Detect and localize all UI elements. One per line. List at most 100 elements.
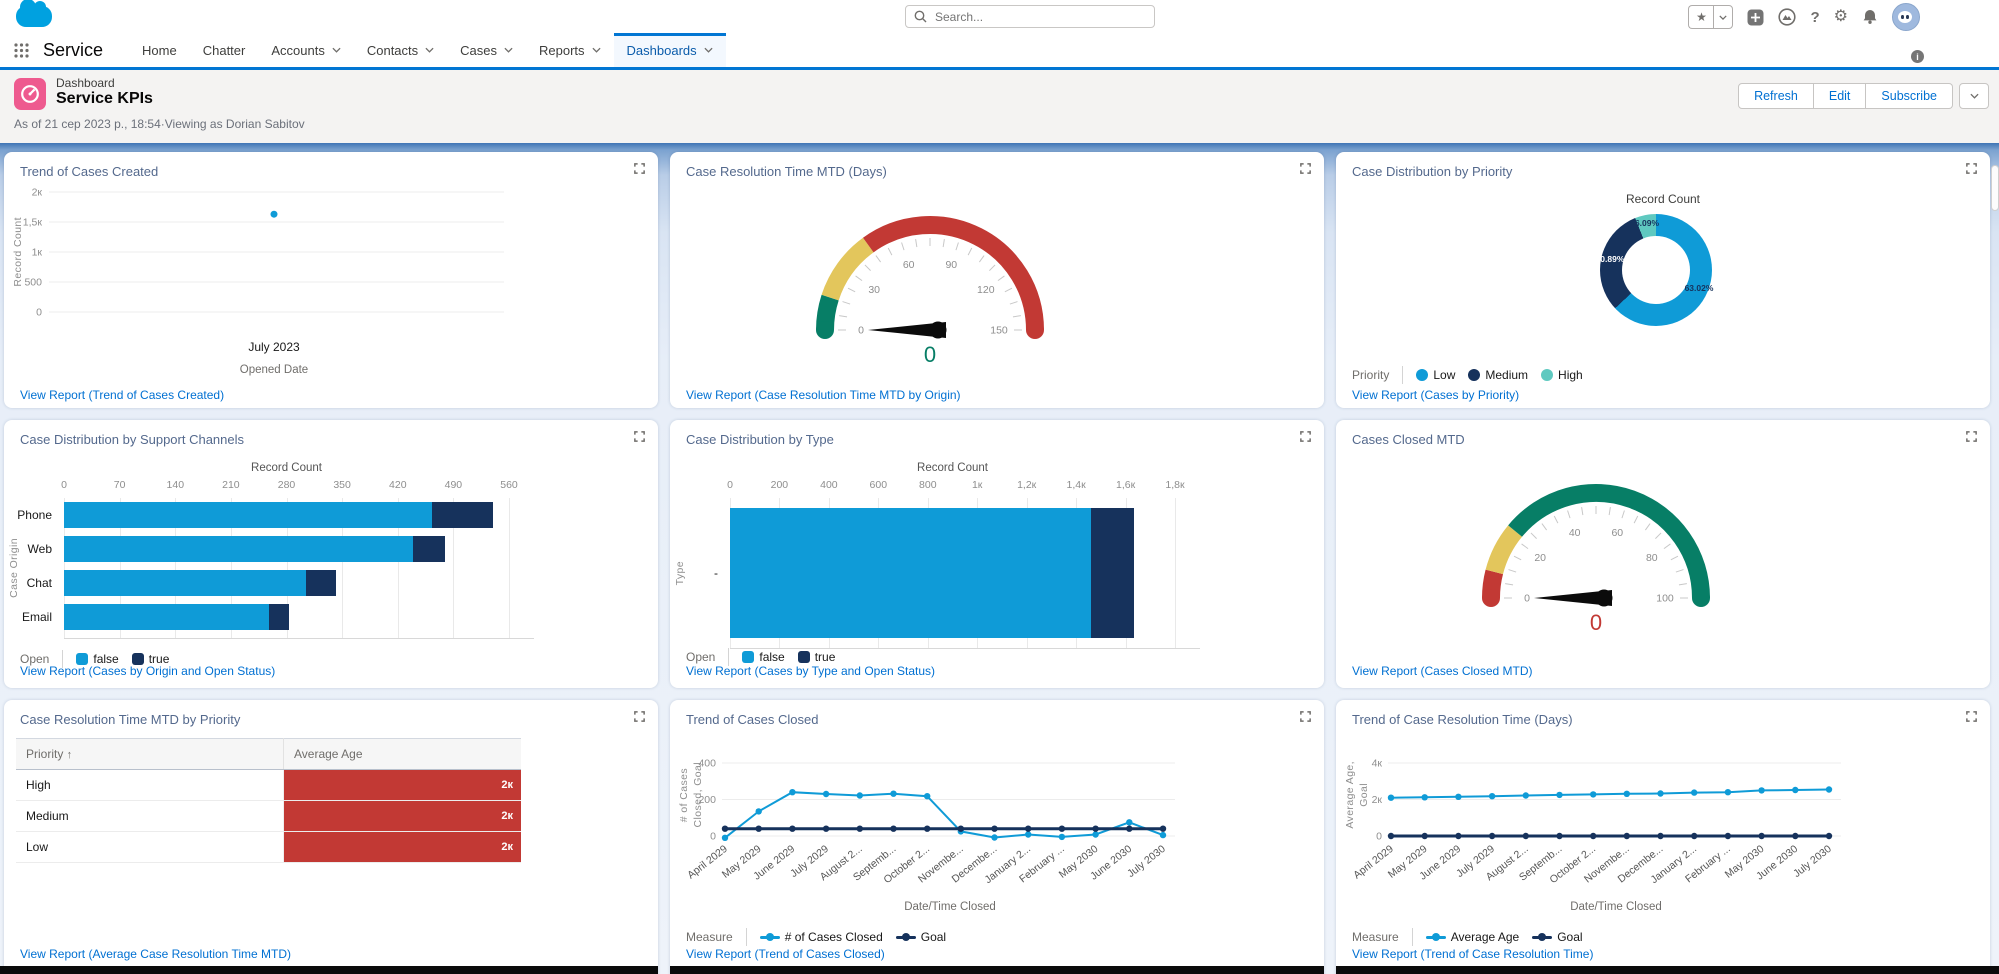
view-report-link[interactable]: View Report (Cases by Priority) [1352,388,1520,402]
data-point[interactable] [1522,792,1529,799]
data-point[interactable] [1556,791,1563,799]
data-point[interactable] [1590,832,1597,840]
legend-item[interactable]: Goal [895,930,946,944]
table-row[interactable]: Low 2к [16,831,521,863]
data-point[interactable] [1455,793,1462,800]
data-point[interactable] [270,210,278,218]
expand-icon[interactable] [1965,430,1978,448]
data-point[interactable] [1092,831,1099,838]
legend-item[interactable]: Low [1416,368,1455,382]
view-report-link[interactable]: View Report (Trend of Cases Closed) [686,947,885,961]
data-point[interactable] [721,825,729,832]
data-point[interactable] [856,825,863,832]
data-point[interactable] [1724,832,1732,840]
app-launcher-icon[interactable] [14,42,29,58]
bar-segment[interactable] [306,570,336,596]
expand-icon[interactable] [1965,710,1978,728]
data-point[interactable] [1657,832,1664,840]
data-point[interactable] [1092,825,1099,832]
data-point[interactable] [890,825,897,832]
data-point[interactable] [1522,832,1529,840]
table-row[interactable]: Medium 2к [16,800,521,832]
data-point[interactable] [822,825,830,832]
data-point[interactable] [755,808,762,815]
tab-accounts[interactable]: Accounts [258,33,353,67]
expand-icon[interactable] [633,162,646,180]
data-point[interactable] [1657,790,1664,797]
data-point[interactable] [890,790,897,797]
bar-segment[interactable] [64,502,432,528]
data-point[interactable] [957,825,964,832]
tab-home[interactable]: Home [129,33,190,67]
refresh-button[interactable]: Refresh [1738,83,1814,109]
legend-item[interactable]: # of Cases Closed [759,930,883,944]
more-actions-button[interactable] [1959,83,1989,109]
info-icon[interactable]: i [1911,50,1924,63]
help-icon[interactable]: ? [1810,8,1820,26]
data-point[interactable] [1758,832,1765,840]
bar-segment[interactable] [412,536,445,562]
data-point[interactable] [1623,832,1630,840]
data-point[interactable] [1421,832,1428,840]
subscribe-button[interactable]: Subscribe [1866,83,1953,109]
data-point[interactable] [1590,791,1597,798]
data-point[interactable] [789,789,796,796]
tab-chatter[interactable]: Chatter [190,33,259,67]
tab-reports[interactable]: Reports [526,33,614,67]
column-header[interactable]: Priority ↑ [16,738,284,770]
data-point[interactable] [1387,832,1395,840]
data-point[interactable] [1488,793,1496,800]
view-report-link[interactable]: View Report (Cases Closed MTD) [1352,664,1533,678]
global-search[interactable] [905,5,1155,28]
data-point[interactable] [1792,786,1799,794]
bar-segment[interactable] [64,536,413,562]
data-point[interactable] [924,825,931,832]
data-point[interactable] [1159,825,1167,832]
data-point[interactable] [856,792,863,799]
column-header[interactable]: Average Age [283,738,521,770]
data-point[interactable] [1058,833,1066,841]
data-point[interactable] [1623,790,1630,797]
data-point[interactable] [1825,786,1833,793]
data-point[interactable] [789,825,796,832]
tab-cases[interactable]: Cases [447,33,526,67]
bar-segment[interactable] [64,570,307,596]
view-report-link[interactable]: View Report (Trend of Case Resolution Ti… [1352,947,1594,961]
data-point[interactable] [1126,825,1133,832]
data-point[interactable] [1488,832,1496,840]
donut-chart[interactable] [1600,214,1712,326]
trailhead-icon[interactable] [1778,8,1797,26]
scrollbar[interactable] [1991,165,1999,211]
favorites-caret-icon[interactable] [1713,5,1734,29]
data-point[interactable] [1387,794,1395,801]
view-report-link[interactable]: View Report (Trend of Cases Created) [20,388,225,402]
bar-segment[interactable] [1090,508,1135,638]
view-report-link[interactable]: View Report (Average Case Resolution Tim… [20,947,291,961]
data-point[interactable] [1025,825,1032,832]
data-point[interactable] [1691,789,1698,796]
data-point[interactable] [1724,789,1732,796]
global-actions-plus-icon[interactable] [1747,9,1764,26]
data-point[interactable] [1159,831,1167,839]
legend-item[interactable]: false [76,652,119,666]
data-point[interactable] [1792,832,1799,840]
star-icon[interactable]: ★ [1688,5,1714,29]
data-point[interactable] [1825,832,1833,840]
legend-item[interactable]: true [131,652,169,666]
data-point[interactable] [991,825,998,832]
expand-icon[interactable] [1299,162,1312,180]
legend-item[interactable]: Goal [1532,930,1583,944]
expand-icon[interactable] [633,710,646,728]
tab-contacts[interactable]: Contacts [354,33,447,67]
edit-button[interactable]: Edit [1813,83,1867,109]
expand-icon[interactable] [1299,710,1312,728]
data-point[interactable] [1455,832,1462,840]
data-point[interactable] [1058,825,1066,832]
legend-item[interactable]: High [1541,368,1583,382]
setup-gear-icon[interactable]: ⚙ [1833,8,1848,25]
notifications-bell-icon[interactable] [1862,9,1878,25]
data-point[interactable] [1556,832,1563,840]
data-point[interactable] [924,793,931,800]
data-point[interactable] [721,834,729,841]
bar-segment[interactable] [730,508,1091,638]
